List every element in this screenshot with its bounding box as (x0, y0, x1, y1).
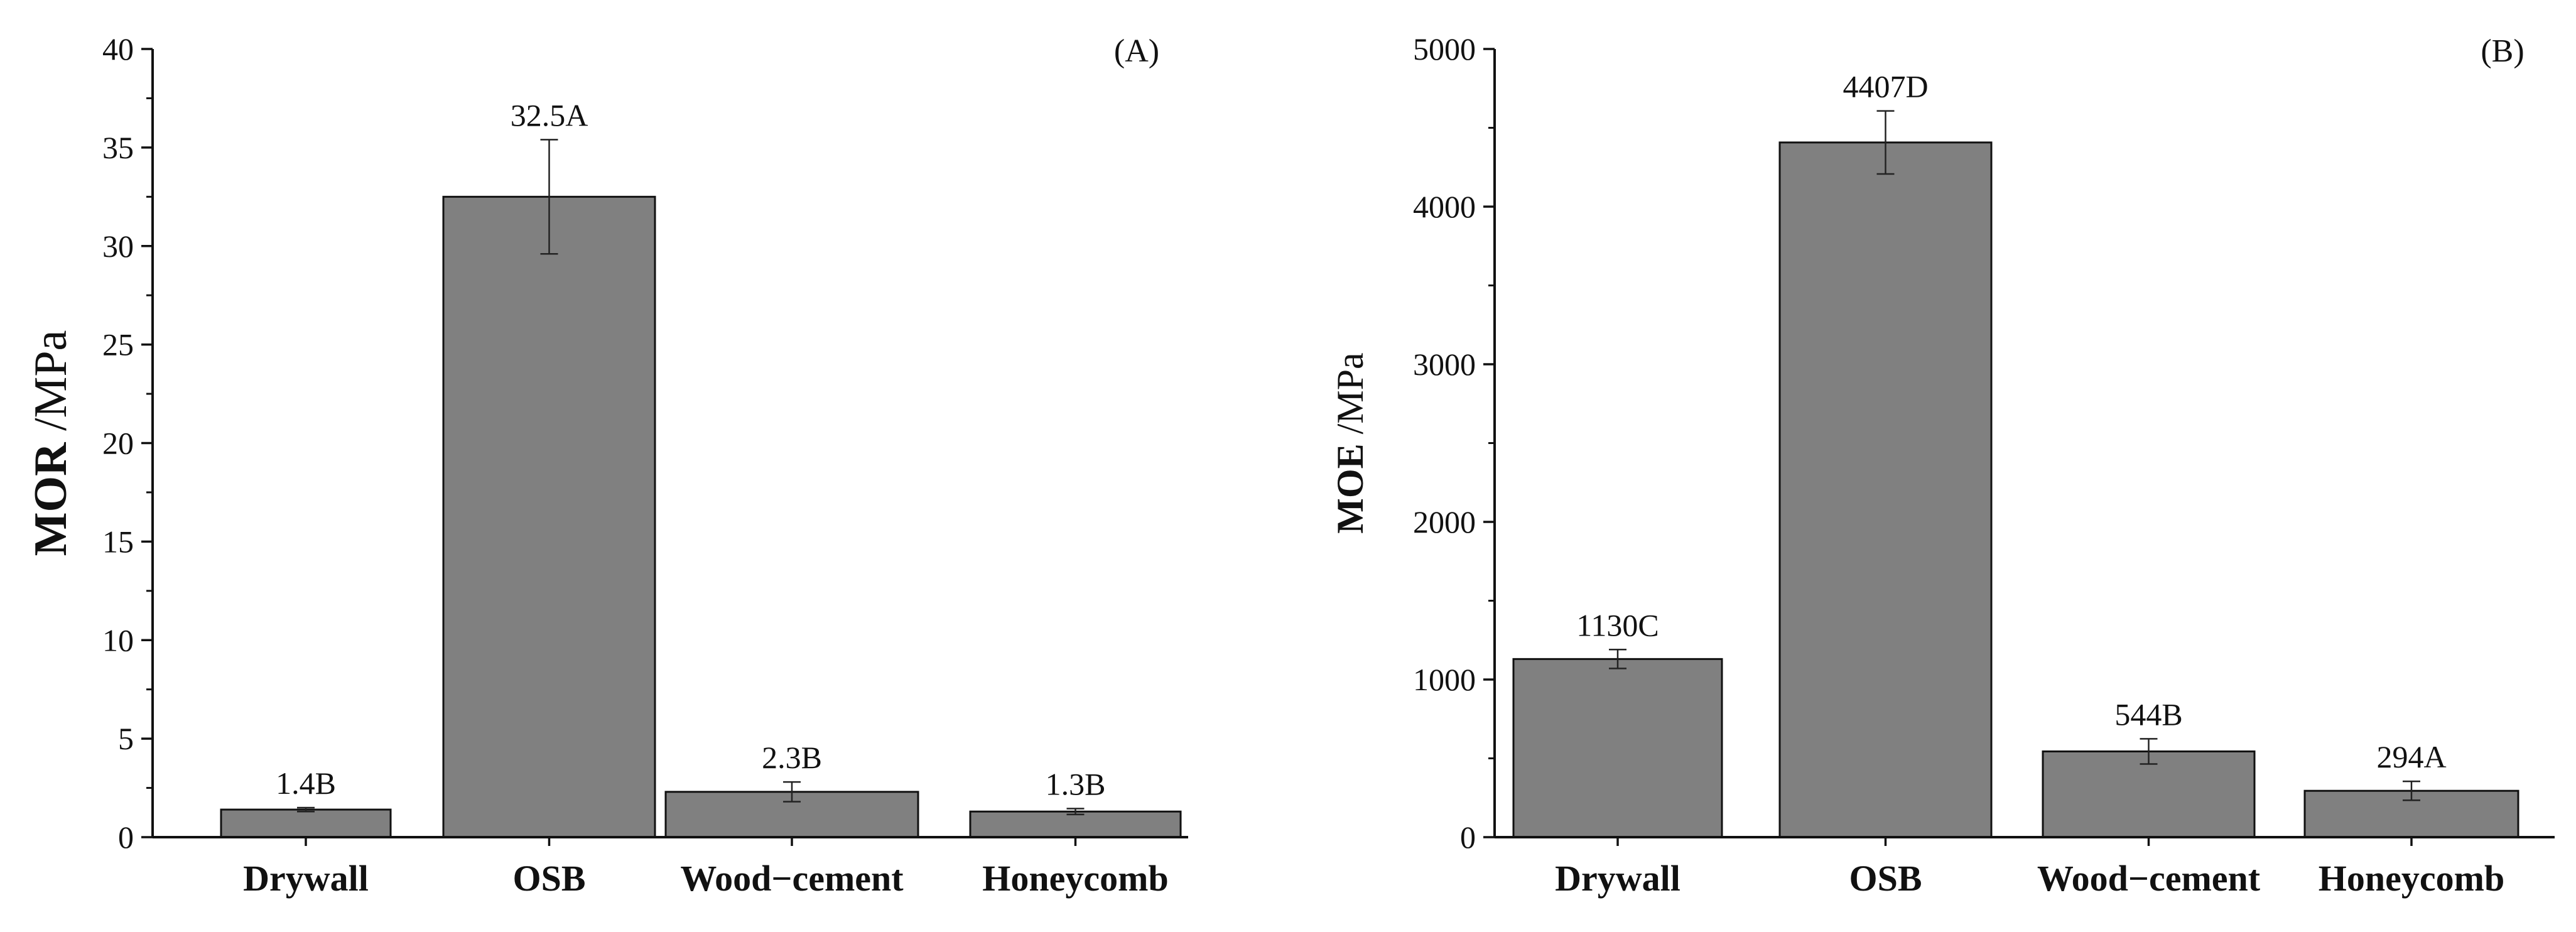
data-label-2: 2.3B (762, 740, 822, 775)
data-label-3: 294A (2376, 739, 2446, 774)
bar-2 (2042, 750, 2256, 838)
y-axis-title-quantity: MOE (1329, 443, 1371, 533)
error-bar-2 (783, 781, 801, 803)
y-tick-label-8: 40 (102, 31, 134, 67)
error-bar-1 (540, 139, 558, 255)
error-bar-3 (2403, 780, 2420, 801)
category-label-3: Honeycomb (982, 858, 1168, 899)
y-tick-label-2: 10 (102, 622, 134, 658)
bar-0 (1512, 658, 1723, 838)
y-tick-label-5: 5000 (1413, 31, 1476, 67)
y-tick-label-0: 0 (118, 820, 134, 855)
chart-panel-a: 1.4B Drywall 32.5A OSB 2.3B Wood−cement 1.3B Ho… (25, 31, 1188, 899)
y-axis-title-unit: /MPa (1329, 352, 1371, 443)
data-label-0: 1130C (1576, 607, 1659, 642)
category-label-0: Drywall (1555, 858, 1680, 899)
error-bar-0 (1609, 649, 1626, 669)
category-label-0: Drywall (243, 858, 369, 899)
y-tick-label-3: 15 (102, 524, 134, 559)
category-label-1: OSB (1849, 858, 1922, 899)
y-tick-label-4: 20 (102, 426, 134, 461)
data-label-3: 1.3B (1046, 767, 1106, 802)
y-tick-label-2: 2000 (1413, 504, 1476, 539)
category-label-2: Wood−cement (2037, 858, 2261, 899)
y-tick-label-3: 3000 (1413, 347, 1476, 382)
category-label-2: Wood−cement (680, 858, 904, 899)
y-tick-label-1: 5 (118, 721, 134, 756)
y-axis-title: MOR /MPa (25, 330, 77, 556)
y-tick-label-4: 4000 (1413, 189, 1476, 224)
y-tick-label-1: 1000 (1413, 662, 1476, 697)
y-axis-title-unit: /MPa (25, 330, 77, 443)
data-label-2: 544B (2114, 696, 2182, 732)
y-tick-label-6: 30 (102, 229, 134, 264)
error-bar-1 (1876, 110, 1895, 175)
error-bar-3 (1066, 808, 1085, 816)
y-axis-title-quantity: MOR (25, 442, 77, 556)
category-label-1: OSB (512, 858, 585, 899)
y-axis-title: MOE /MPa (1329, 352, 1371, 533)
chart-panel-b: 1130C Drywall 4407D OSB 544B Wood−cement 294A H… (1329, 31, 2555, 899)
error-bar-2 (2140, 738, 2158, 765)
panel-label: (A) (1114, 33, 1159, 69)
category-label-3: Honeycomb (2319, 858, 2504, 899)
data-label-0: 1.4B (276, 766, 336, 801)
bar-1 (442, 195, 656, 838)
bar-3 (969, 810, 1182, 838)
panel-label: (B) (2481, 33, 2524, 69)
data-label-1: 4407D (1843, 69, 1928, 104)
bar-0 (220, 808, 392, 838)
y-tick-label-5: 25 (102, 327, 134, 362)
error-bar-0 (297, 806, 315, 813)
data-label-1: 32.5A (511, 97, 588, 133)
y-tick-label-0: 0 (1460, 820, 1476, 855)
bar-1 (1778, 141, 1993, 838)
y-tick-label-7: 35 (102, 130, 134, 165)
